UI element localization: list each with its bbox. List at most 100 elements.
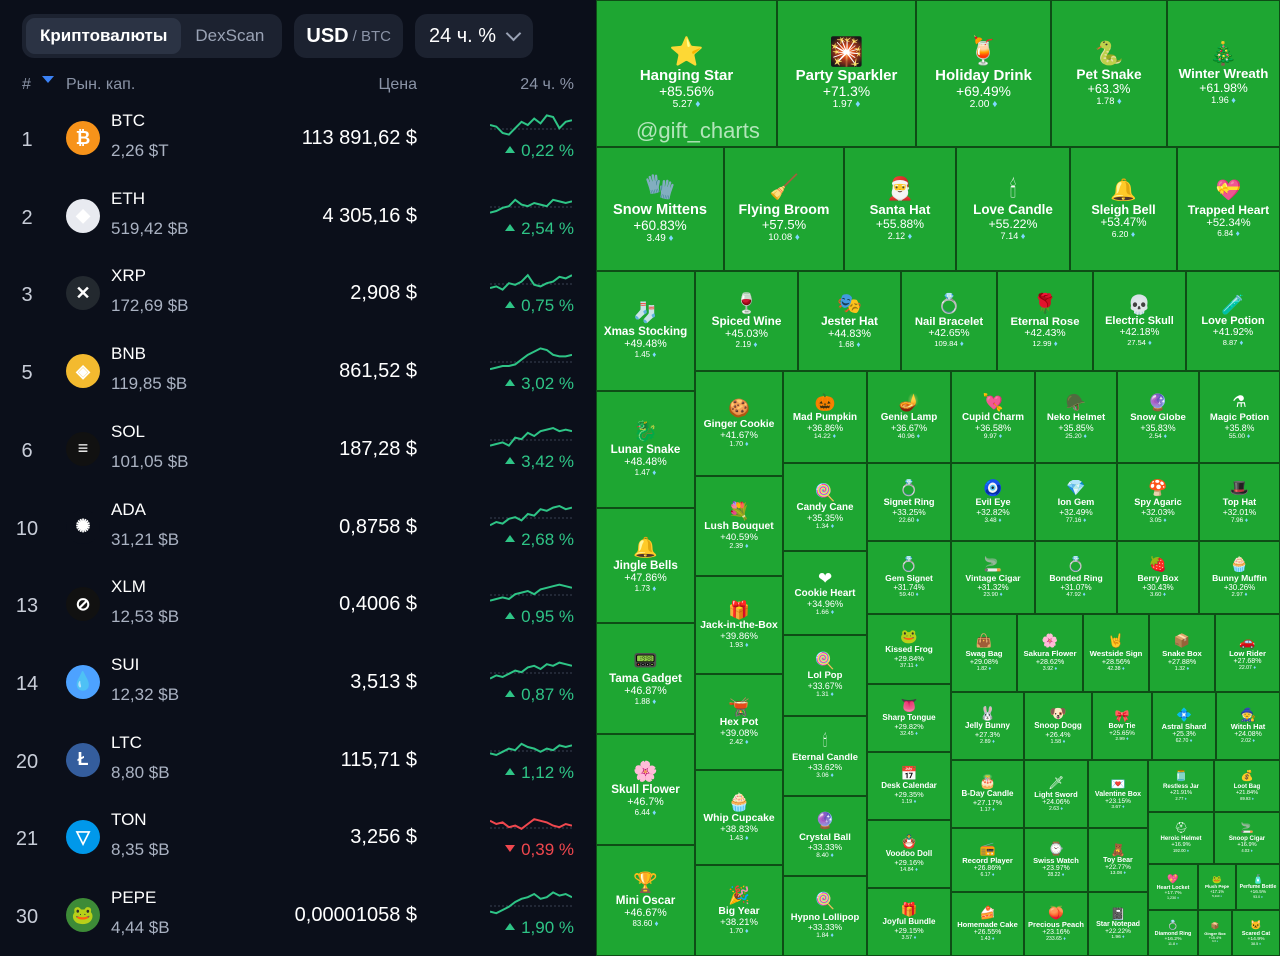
gift-tile[interactable]: 🎃 Mad Pumpkin +36.86% 14.22 ♦ xyxy=(783,371,867,463)
gift-tile[interactable]: 🧙 Witch Hat +24.08% 2.02 ♦ xyxy=(1216,692,1280,760)
gift-tile[interactable]: 🐉 Lunar Snake +48.48% 1.47 ♦ xyxy=(596,391,695,508)
gift-tile[interactable]: ⛑ Heroic Helmet +16.9% 192.00 ♦ xyxy=(1148,812,1214,864)
tab-dexscan[interactable]: DexScan xyxy=(195,26,265,45)
gift-tile[interactable]: 🚬 Vintage Cigar +31.32% 23.90 ♦ xyxy=(951,541,1035,614)
table-row[interactable]: 3 ✕ XRP 172,69 $B 2,908 $ 0,75 % xyxy=(0,258,596,336)
gift-tile[interactable]: 🎀 Bow Tie +25.65% 2.99 ♦ xyxy=(1092,692,1152,760)
table-row[interactable]: 6 ≡ SOL 101,05 $B 187,28 $ 3,42 % xyxy=(0,414,596,492)
gift-tile[interactable]: 🎁 Jack-in-the-Box +39.86% 1.93 ♦ xyxy=(695,576,783,674)
table-row[interactable]: 1 ₿ BTC 2,26 $T 113 891,62 $ 0,22 % xyxy=(0,103,596,181)
gift-tile[interactable]: ❤ Cookie Heart +34.96% 1.66 ♦ xyxy=(783,551,867,635)
gift-tile[interactable]: 🍭 Lol Pop +33.67% 1.31 ♦ xyxy=(783,635,867,716)
gift-tile[interactable]: 🐍 Pet Snake +63.3% 1.78 ♦ xyxy=(1051,0,1167,147)
gift-tile[interactable]: 🐰 Jelly Bunny +27.3% 2.89 ♦ xyxy=(951,692,1024,760)
gift-tile[interactable]: 🪖 Neko Helmet +35.85% 25.20 ♦ xyxy=(1035,371,1117,463)
gift-tile[interactable]: 🧴 Perfume Bottle +16.5% 93.0 ♦ xyxy=(1236,864,1280,910)
gift-tile[interactable]: 🍰 Homemade Cake +26.55% 1.43 ♦ xyxy=(951,892,1024,956)
gift-tile[interactable]: ⚗ Magic Potion +35.8% 55.00 ♦ xyxy=(1199,371,1280,463)
gift-tile[interactable]: 🪔 Genie Lamp +36.67% 40.96 ♦ xyxy=(867,371,951,463)
gift-tile[interactable]: ⌚ Swiss Watch +23.97% 28.22 ♦ xyxy=(1024,828,1088,892)
gift-tile[interactable]: 💍 Nail Bracelet +42.65% 109.84 ♦ xyxy=(901,271,997,371)
gift-tile[interactable]: 🎉 Big Year +38.21% 1.70 ♦ xyxy=(695,865,783,956)
gift-tile[interactable]: 💐 Lush Bouquet +40.59% 2.39 ♦ xyxy=(695,476,783,576)
tab-crypto[interactable]: Криптовалюты xyxy=(26,18,182,54)
gift-tile[interactable]: 🤘 Westside Sign +28.56% 42.38 ♦ xyxy=(1083,614,1149,692)
gift-tile[interactable]: 🎁 Joyful Bundle +29.15% 3.57 ♦ xyxy=(867,888,951,956)
table-row[interactable]: 5 ◈ BNB 119,85 $B 861,52 $ 3,02 % xyxy=(0,336,596,414)
gift-tile[interactable]: 💝 Trapped Heart +52.34% 6.84 ♦ xyxy=(1177,147,1280,271)
gift-tile[interactable]: 🐸 Kissed Frog +29.84% 37.11 ♦ xyxy=(867,614,951,684)
gift-tile[interactable]: 💀 Electric Skull +42.18% 27.54 ♦ xyxy=(1093,271,1186,371)
gift-tile[interactable]: 🍹 Holiday Drink +69.49% 2.00 ♦ xyxy=(916,0,1051,147)
gift-tile[interactable]: 📦 Ginger Box +15.4% 3.3 ♦ xyxy=(1198,910,1232,956)
gift-tile[interactable]: 🐸 Plush Pepe +17.1% 5,110 ♦ xyxy=(1198,864,1236,910)
gift-tile[interactable]: 🍭 Hypno Lollipop +33.33% 1.84 ♦ xyxy=(783,876,867,956)
table-row[interactable]: 20 Ł LTC 8,80 $B 115,71 $ 1,12 % xyxy=(0,725,596,803)
table-row[interactable]: 14 💧 SUI 12,32 $B 3,513 $ 0,87 % xyxy=(0,647,596,725)
gift-tile[interactable]: 💍 Signet Ring +33.25% 22.60 ♦ xyxy=(867,463,951,541)
col-price[interactable]: Цена xyxy=(378,76,417,93)
gift-tile[interactable]: 👜 Swag Bag +29.08% 1.82 ♦ xyxy=(951,614,1017,692)
gift-tile[interactable]: 💍 Diamond Ring +16.2% 11.8 ♦ xyxy=(1148,910,1198,956)
gift-tile[interactable]: 🫙 Restless Jar +21.91% 2.77 ♦ xyxy=(1148,760,1214,812)
gift-tile[interactable]: 🐶 Snoop Dogg +26.4% 1.58 ♦ xyxy=(1024,692,1092,760)
gift-tile[interactable]: 🧁 Bunny Muffin +30.26% 2.97 ♦ xyxy=(1199,541,1280,614)
gift-tile[interactable]: 🌸 Skull Flower +46.7% 6.44 ♦ xyxy=(596,734,695,845)
col-change[interactable]: 24 ч. % xyxy=(520,76,574,93)
gift-tile[interactable]: 🚗 Low Rider +27.68% 22.07 ♦ xyxy=(1215,614,1280,692)
gift-tile[interactable]: 💘 Cupid Charm +36.58% 9.97 ♦ xyxy=(951,371,1035,463)
col-rank[interactable]: # xyxy=(22,76,31,93)
gift-tile[interactable]: 💰 Loot Bag +21.84% 89.93 ♦ xyxy=(1214,760,1280,812)
gift-tile[interactable]: 🕯 Love Candle +55.22% 7.14 ♦ xyxy=(956,147,1070,271)
col-mcap[interactable]: Рын. кап. xyxy=(66,76,136,93)
gift-tile[interactable]: 🎅 Santa Hat +55.88% 2.12 ♦ xyxy=(844,147,956,271)
gift-tile[interactable]: 🏆 Mini Oscar +46.67% 83.60 ♦ xyxy=(596,845,695,956)
table-row[interactable]: 13 ⊘ XLM 12,53 $B 0,4006 $ 0,95 % xyxy=(0,569,596,647)
gift-tile[interactable]: 📦 Snake Box +27.88% 1.32 ♦ xyxy=(1149,614,1215,692)
gift-tile[interactable]: 🔔 Jingle Bells +47.86% 1.73 ♦ xyxy=(596,508,695,623)
gift-tile[interactable]: 🎂 B-Day Candle +27.17% 1.17 ♦ xyxy=(951,760,1024,828)
gift-tile[interactable]: 💠 Astral Shard +25.3% 62.70 ♦ xyxy=(1152,692,1216,760)
gift-tile[interactable]: 📻 Record Player +26.86% 6.17 ♦ xyxy=(951,828,1024,892)
gift-tile[interactable]: 🧤 Snow Mittens +60.83% 3.49 ♦ xyxy=(596,147,724,271)
gift-tile[interactable]: 🫕 Hex Pot +39.08% 2.42 ♦ xyxy=(695,674,783,770)
gift-tile[interactable]: 🔮 Crystal Ball +33.33% 8.40 ♦ xyxy=(783,796,867,876)
gift-tile[interactable]: 📓 Star Notepad +22.22% 1.96 ♦ xyxy=(1088,892,1148,956)
table-row[interactable]: 2 ◆ ETH 519,42 $B 4 305,16 $ 2,54 % xyxy=(0,181,596,259)
table-row[interactable]: 10 ✺ ADA 31,21 $B 0,8758 $ 2,68 % xyxy=(0,492,596,570)
gift-tile[interactable]: 💖 Heart Locket +17.7% 1,230 ♦ xyxy=(1148,864,1198,910)
gift-tile[interactable]: 🧸 Toy Bear +22.77% 13.08 ♦ xyxy=(1088,828,1148,892)
gift-tile[interactable]: 📟 Tama Gadget +46.87% 1.88 ♦ xyxy=(596,623,695,734)
gift-tile[interactable]: 🔔 Sleigh Bell +53.47% 6.20 ♦ xyxy=(1070,147,1177,271)
currency-toggle[interactable]: USD / BTC xyxy=(294,14,403,58)
gift-tile[interactable]: 🌹 Eternal Rose +42.43% 12.99 ♦ xyxy=(997,271,1093,371)
gift-tile[interactable]: 🍭 Candy Cane +35.35% 1.34 ♦ xyxy=(783,463,867,551)
gift-tile[interactable]: 🎭 Jester Hat +44.83% 1.68 ♦ xyxy=(798,271,901,371)
gift-tile[interactable]: 🧦 Xmas Stocking +49.48% 1.45 ♦ xyxy=(596,271,695,391)
gift-tile[interactable]: 🔮 Snow Globe +35.83% 2.54 ♦ xyxy=(1117,371,1199,463)
gift-tile[interactable]: 🧪 Love Potion +41.92% 8.87 ♦ xyxy=(1186,271,1280,371)
gift-tile[interactable]: 🍷 Spiced Wine +45.03% 2.19 ♦ xyxy=(695,271,798,371)
gift-tile[interactable]: 🕯 Eternal Candle +33.62% 3.06 ♦ xyxy=(783,716,867,796)
gift-tile[interactable]: 🐱 Scared Cat +14.9% 38.5 ♦ xyxy=(1232,910,1280,956)
gift-tile[interactable]: 🗡 Light Sword +24.06% 2.63 ♦ xyxy=(1024,760,1088,828)
gift-tile[interactable]: 🧿 Evil Eye +32.82% 3.48 ♦ xyxy=(951,463,1035,541)
table-row[interactable]: 30 🐸 PEPE 4,44 $B 0,00001058 $ 1,90 % xyxy=(0,880,596,956)
gift-tile[interactable]: 🌸 Sakura Flower +28.62% 3.92 ♦ xyxy=(1017,614,1083,692)
gift-tile[interactable]: 🍓 Berry Box +30.43% 3.60 ♦ xyxy=(1117,541,1199,614)
sort-down-icon[interactable] xyxy=(42,76,54,83)
gift-tile[interactable]: 🪆 Voodoo Doll +29.16% 14.84 ♦ xyxy=(867,820,951,888)
gift-tile[interactable]: 🎇 Party Sparkler +71.3% 1.97 ♦ xyxy=(777,0,916,147)
gift-tile[interactable]: ⭐ Hanging Star +85.56% 5.27 ♦ xyxy=(596,0,777,147)
gift-tile[interactable]: 👅 Sharp Tongue +29.82% 32.45 ♦ xyxy=(867,684,951,752)
gift-tile[interactable]: 🧹 Flying Broom +57.5% 10.08 ♦ xyxy=(724,147,844,271)
gift-tile[interactable]: 🧁 Whip Cupcake +38.83% 1.43 ♦ xyxy=(695,770,783,865)
gift-tile[interactable]: 💌 Valentine Box +23.15% 3.67 ♦ xyxy=(1088,760,1148,828)
gift-tile[interactable]: 💎 Ion Gem +32.49% 77.16 ♦ xyxy=(1035,463,1117,541)
gift-tile[interactable]: 💍 Gem Signet +31.74% 59.40 ♦ xyxy=(867,541,951,614)
gift-tile[interactable]: 🍑 Precious Peach +23.16% 233.65 ♦ xyxy=(1024,892,1088,956)
gift-tile[interactable]: 🎩 Top Hat +32.01% 7.96 ♦ xyxy=(1199,463,1280,541)
period-dropdown[interactable]: 24 ч. % xyxy=(414,14,534,58)
gift-tile[interactable]: 🍄 Spy Agaric +32.03% 3.05 ♦ xyxy=(1117,463,1199,541)
gift-tile[interactable]: 🎄 Winter Wreath +61.98% 1.96 ♦ xyxy=(1167,0,1280,147)
